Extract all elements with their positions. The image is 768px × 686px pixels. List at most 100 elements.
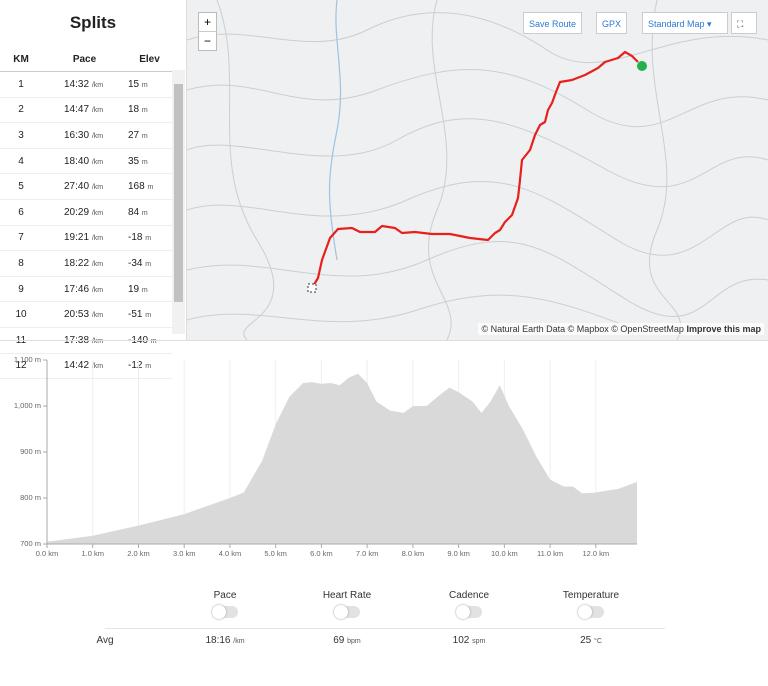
pace-value: 20:53	[64, 309, 90, 321]
split-km: 9	[0, 276, 42, 303]
metric-toggle[interactable]	[334, 605, 360, 619]
elevation-area	[47, 373, 637, 544]
elev-value: -18	[128, 232, 143, 244]
avg-number: 69	[333, 635, 345, 646]
pace-value: 14:32	[64, 78, 90, 90]
split-km: 4	[0, 148, 42, 175]
avg-unit: /km	[233, 638, 245, 645]
x-tick-label: 11.0 km	[537, 549, 563, 558]
elev-unit: m	[145, 260, 152, 268]
avg-unit: spm	[472, 638, 486, 645]
split-elev: 27 m	[127, 122, 172, 149]
pace-value: 27:40	[64, 181, 90, 193]
metric-toggle[interactable]	[456, 605, 482, 619]
elev-unit: m	[145, 312, 152, 320]
y-tick-label: 800 m	[20, 493, 41, 502]
avg-value: 25 °C	[531, 635, 651, 646]
split-pace: 14:47 /km	[42, 97, 127, 124]
x-tick-label: 2.0 km	[127, 549, 150, 558]
pace-value: 17:46	[64, 283, 90, 295]
split-row: 10 20:53 /km -51 m	[0, 301, 172, 328]
split-km: 7	[0, 225, 42, 252]
divider[interactable]	[0, 340, 768, 345]
pace-value: 18:22	[64, 257, 90, 269]
split-row: 7 19:21 /km -18 m	[0, 225, 172, 252]
split-elev: -12 m	[127, 353, 172, 380]
split-pace: 18:22 /km	[42, 250, 127, 277]
split-pace: 17:46 /km	[42, 276, 127, 303]
split-elev: -51 m	[127, 301, 172, 328]
river	[328, 0, 342, 261]
pace-value: 14:42	[64, 360, 90, 372]
split-km: 2	[0, 97, 42, 124]
metric-label: Pace	[213, 590, 237, 601]
scroll-thumb[interactable]	[174, 84, 183, 302]
pace-unit: /km	[91, 363, 104, 371]
pace-unit: /km	[91, 107, 104, 115]
elev-value: 168	[128, 181, 145, 193]
x-tick-label: 5.0 km	[264, 549, 287, 558]
split-elev: 15 m	[127, 71, 172, 98]
map-style-button[interactable]: Standard Map ▾	[642, 12, 728, 34]
pace-unit: /km	[91, 312, 104, 320]
elev-unit: m	[145, 235, 152, 243]
y-tick-label: 700 m	[20, 539, 41, 548]
elev-value: -34	[128, 257, 143, 269]
split-pace: 14:32 /km	[42, 71, 127, 98]
zoom-out[interactable]: −	[203, 34, 211, 48]
metric-label: Temperature	[562, 590, 620, 601]
metric-toggle[interactable]	[212, 605, 238, 619]
y-tick-label: 1,000 m	[14, 401, 41, 410]
elev-unit: m	[141, 209, 148, 217]
pace-unit: /km	[91, 132, 104, 140]
split-elev: 35 m	[127, 148, 172, 175]
split-row: 12 14:42 /km -12 m	[0, 353, 172, 380]
split-pace: 18:40 /km	[42, 148, 127, 175]
split-km: 10	[0, 301, 42, 328]
save-route-button[interactable]: Save Route	[523, 12, 583, 34]
scrollbar[interactable]	[172, 70, 185, 334]
metric-label: Cadence	[448, 590, 490, 601]
split-row: 9 17:46 /km 19 m	[0, 276, 172, 303]
x-tick-label: 12.0 km	[582, 549, 609, 558]
elevation-chart: 0.0 km 1.0 km 2.0 km 3.0 km 4.0 km 5.0 km 6.0 …	[14, 355, 637, 558]
route	[311, 50, 639, 289]
map[interactable]	[187, 0, 768, 340]
fullscreen-button[interactable]: ⛶	[731, 12, 757, 34]
avg-value: 18:16 /km	[165, 635, 285, 646]
split-elev: -18 m	[127, 225, 172, 252]
split-elev: 84 m	[127, 199, 172, 226]
pace-unit: /km	[91, 235, 104, 243]
zoom-in[interactable]: +	[199, 13, 216, 32]
split-km: 12	[0, 353, 42, 380]
split-elev: -34 m	[127, 250, 172, 277]
split-row: 8 18:22 /km -34 m	[0, 250, 172, 277]
elev-unit: m	[141, 81, 148, 89]
x-tick-label: 10.0 km	[491, 549, 518, 558]
route-end	[637, 61, 647, 71]
gpx-button[interactable]: GPX	[596, 12, 628, 34]
pace-unit: /km	[91, 337, 104, 345]
split-row: 6 20:29 /km 84 m	[0, 199, 172, 226]
pace-value: 19:21	[64, 232, 90, 244]
pace-unit: /km	[91, 158, 104, 166]
separator	[105, 628, 665, 629]
avg-value: 102 spm	[409, 635, 529, 646]
pace-unit: /km	[91, 209, 104, 217]
improve-map-link[interactable]: Improve this map	[686, 324, 761, 334]
pace-value: 20:29	[64, 206, 90, 218]
splits-title: Splits	[69, 13, 117, 32]
split-pace: 20:29 /km	[42, 199, 127, 226]
avg-unit: bpm	[347, 638, 361, 645]
elev-value: 84	[128, 206, 140, 218]
split-row: 4 18:40 /km 35 m	[0, 148, 172, 175]
elev-value: 15	[128, 78, 140, 90]
metric-toggle[interactable]	[578, 605, 604, 619]
metric-label: Heart Rate	[322, 590, 372, 601]
split-pace: 27:40 /km	[42, 173, 127, 200]
split-row: 2 14:47 /km 18 m	[0, 97, 172, 124]
avg-number: 25	[580, 635, 592, 646]
x-tick-label: 3.0 km	[173, 549, 196, 558]
x-tick-label: 6.0 km	[310, 549, 333, 558]
attribution-text: © Natural Earth Data © Mapbox © OpenStre…	[481, 324, 684, 334]
